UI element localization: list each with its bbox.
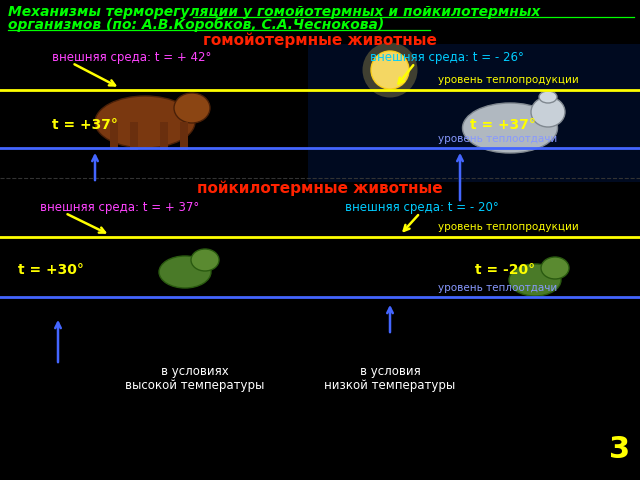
Bar bbox=[160, 122, 168, 150]
Ellipse shape bbox=[174, 93, 210, 123]
Text: уровень теплопродукции: уровень теплопродукции bbox=[438, 222, 579, 232]
Text: уровень теплоотдачи: уровень теплоотдачи bbox=[438, 134, 557, 144]
Ellipse shape bbox=[95, 96, 195, 148]
Text: 3: 3 bbox=[609, 435, 630, 465]
Ellipse shape bbox=[371, 51, 409, 89]
Text: пойкилотермные животные: пойкилотермные животные bbox=[197, 180, 443, 196]
Text: гомойотермные животные: гомойотермные животные bbox=[203, 32, 437, 48]
Text: t = -20°: t = -20° bbox=[475, 263, 535, 277]
Text: уровень теплоотдачи: уровень теплоотдачи bbox=[438, 283, 557, 293]
Ellipse shape bbox=[531, 97, 565, 127]
Text: низкой температуры: низкой температуры bbox=[324, 380, 456, 393]
Text: внешняя среда: t = - 26°: внешняя среда: t = - 26° bbox=[370, 51, 524, 64]
Text: t = +30°: t = +30° bbox=[18, 263, 84, 277]
Text: внешняя среда: t = + 42°: внешняя среда: t = + 42° bbox=[52, 51, 211, 64]
Ellipse shape bbox=[191, 249, 219, 271]
Text: в условиях: в условиях bbox=[161, 365, 229, 379]
Ellipse shape bbox=[463, 103, 557, 153]
Ellipse shape bbox=[509, 264, 561, 296]
Ellipse shape bbox=[159, 256, 211, 288]
Bar bbox=[110, 122, 118, 150]
Text: t = +37°: t = +37° bbox=[52, 118, 118, 132]
Ellipse shape bbox=[541, 257, 569, 279]
Bar bbox=[180, 122, 188, 150]
Bar bbox=[308, 44, 640, 182]
Text: внешняя среда: t = - 20°: внешняя среда: t = - 20° bbox=[345, 202, 499, 215]
Text: высокой температуры: высокой температуры bbox=[125, 380, 265, 393]
Text: t = +37°: t = +37° bbox=[470, 118, 536, 132]
Text: внешняя среда: t = + 37°: внешняя среда: t = + 37° bbox=[40, 202, 199, 215]
Text: в условия: в условия bbox=[360, 365, 420, 379]
Ellipse shape bbox=[362, 43, 417, 97]
Ellipse shape bbox=[539, 91, 557, 103]
Text: организмов (по: А.В.Коробков, С.А.Чеснокова): организмов (по: А.В.Коробков, С.А.Чеснок… bbox=[8, 18, 384, 32]
Text: Механизмы терморегуляции у гомойотермных и пойкилотермных: Механизмы терморегуляции у гомойотермных… bbox=[8, 5, 540, 19]
Text: уровень теплопродукции: уровень теплопродукции bbox=[438, 75, 579, 85]
Bar bbox=[130, 122, 138, 150]
